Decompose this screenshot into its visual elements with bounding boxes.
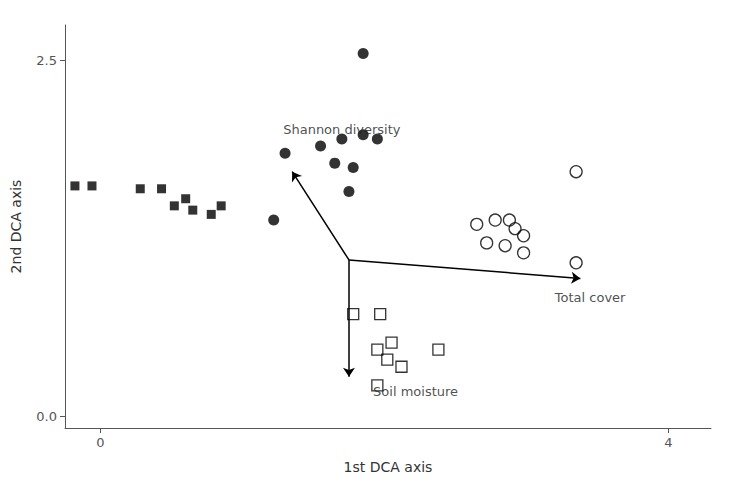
svg-text:Shannon diversity: Shannon diversity: [283, 122, 401, 137]
svg-text:Total cover: Total cover: [554, 290, 626, 305]
svg-text:Soil moisture: Soil moisture: [373, 384, 458, 399]
svg-text:0: 0: [96, 435, 104, 450]
svg-text:2.5: 2.5: [36, 53, 57, 68]
svg-text:2nd DCA axis: 2nd DCA axis: [8, 180, 24, 274]
svg-text:1st DCA axis: 1st DCA axis: [344, 459, 433, 475]
svg-text:0.0: 0.0: [36, 409, 57, 424]
svg-text:4: 4: [664, 435, 672, 450]
